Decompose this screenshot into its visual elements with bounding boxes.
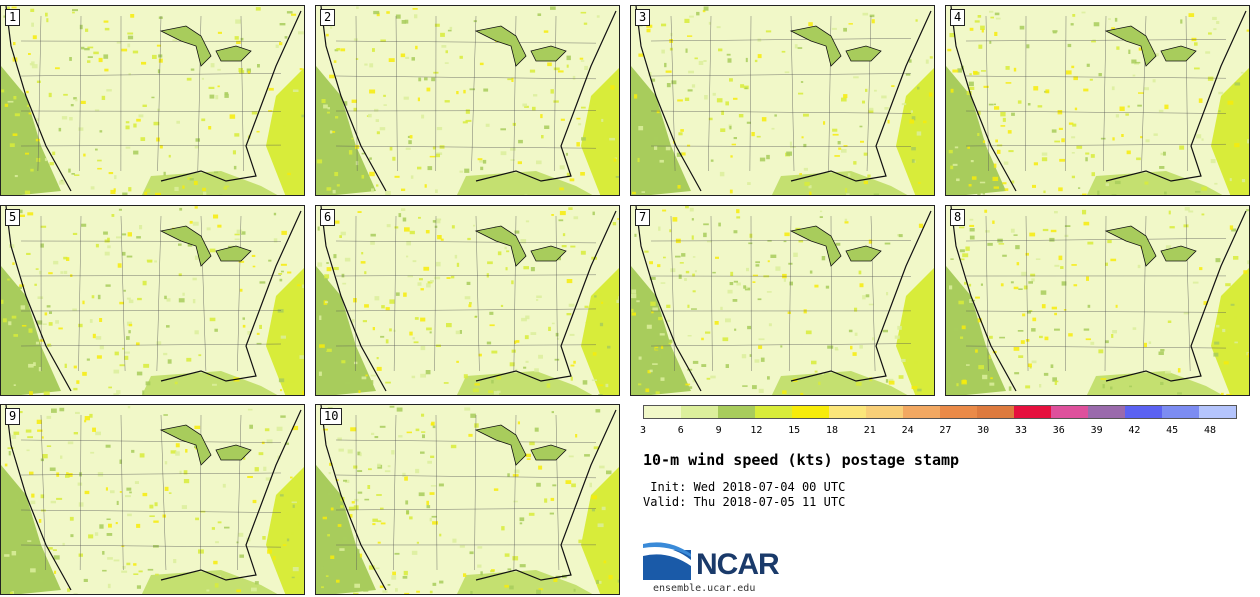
map-panel-2: 2 (315, 5, 620, 196)
colorbar-tick: 18 (825, 425, 839, 436)
member-number: 2 (320, 9, 336, 26)
colorbar-swatch (718, 406, 755, 418)
colorbar-tick: 15 (788, 425, 801, 436)
member-number: 6 (320, 209, 336, 226)
colorbar-swatch (755, 406, 792, 418)
plot-title: 10-m wind speed (kts) postage stamp (643, 451, 960, 469)
wind-map (1, 206, 304, 395)
colorbar-swatch (1014, 406, 1051, 418)
wind-map (1, 405, 304, 594)
wind-map (1, 6, 304, 195)
logo-text: NCAR (696, 548, 780, 581)
wind-map (946, 6, 1249, 195)
member-number: 1 (5, 9, 21, 26)
member-number: 7 (635, 209, 651, 226)
valid-time: Valid: Thu 2018-07-05 11 UTC (643, 495, 846, 509)
colorbar-tick: 6 (677, 425, 684, 436)
wind-map (316, 6, 619, 195)
colorbar-tick: 24 (901, 425, 914, 436)
member-number: 10 (320, 408, 343, 425)
map-panel-8: 8 (945, 205, 1250, 396)
colorbar-tick: 45 (1166, 425, 1179, 436)
map-panel-9: 9 (0, 404, 305, 595)
colorbar (643, 405, 1237, 419)
wind-map (316, 206, 619, 395)
init-time: Init: Wed 2018-07-04 00 UTC (643, 480, 846, 494)
colorbar-swatch (1051, 406, 1088, 418)
colorbar-tick: 9 (715, 425, 722, 436)
wind-map (631, 206, 934, 395)
map-panel-5: 5 (0, 205, 305, 396)
wind-map (946, 206, 1249, 395)
colorbar-swatch (792, 406, 829, 418)
colorbar-swatch (1162, 406, 1199, 418)
wind-map (316, 405, 619, 594)
ncar-logo (643, 542, 691, 580)
colorbar-tick: 36 (1052, 425, 1065, 436)
wind-map (631, 6, 934, 195)
member-number: 9 (5, 408, 21, 425)
map-panel-7: 7 (630, 205, 935, 396)
colorbar-tick: 42 (1128, 425, 1141, 436)
colorbar-swatch (866, 406, 903, 418)
colorbar-swatch (1125, 406, 1162, 418)
map-panel-1: 1 (0, 5, 305, 196)
colorbar-tick: 3 (639, 425, 647, 436)
map-panel-3: 3 (630, 5, 935, 196)
colorbar-swatch (681, 406, 718, 418)
colorbar-tick: 12 (750, 425, 763, 436)
colorbar-tick: 39 (1090, 425, 1103, 436)
colorbar-tick: 48 (1203, 425, 1217, 436)
colorbar-tick: 33 (1014, 425, 1028, 436)
member-number: 8 (950, 209, 966, 226)
colorbar-swatch (977, 406, 1014, 418)
colorbar-swatch (940, 406, 977, 418)
colorbar-tick: 21 (863, 425, 876, 436)
map-panel-6: 6 (315, 205, 620, 396)
colorbar-swatch (1199, 406, 1236, 418)
colorbar-tick: 27 (939, 425, 952, 436)
map-panel-4: 4 (945, 5, 1250, 196)
map-panel-10: 10 (315, 404, 620, 595)
colorbar-swatch (1088, 406, 1125, 418)
member-number: 5 (5, 209, 21, 226)
colorbar-swatch (903, 406, 940, 418)
member-number: 4 (950, 9, 966, 26)
colorbar-swatch (644, 406, 681, 418)
member-number: 3 (635, 9, 651, 26)
colorbar-swatch (829, 406, 866, 418)
colorbar-tick: 30 (977, 425, 990, 436)
site-url: ensemble.ucar.edu (653, 583, 756, 594)
